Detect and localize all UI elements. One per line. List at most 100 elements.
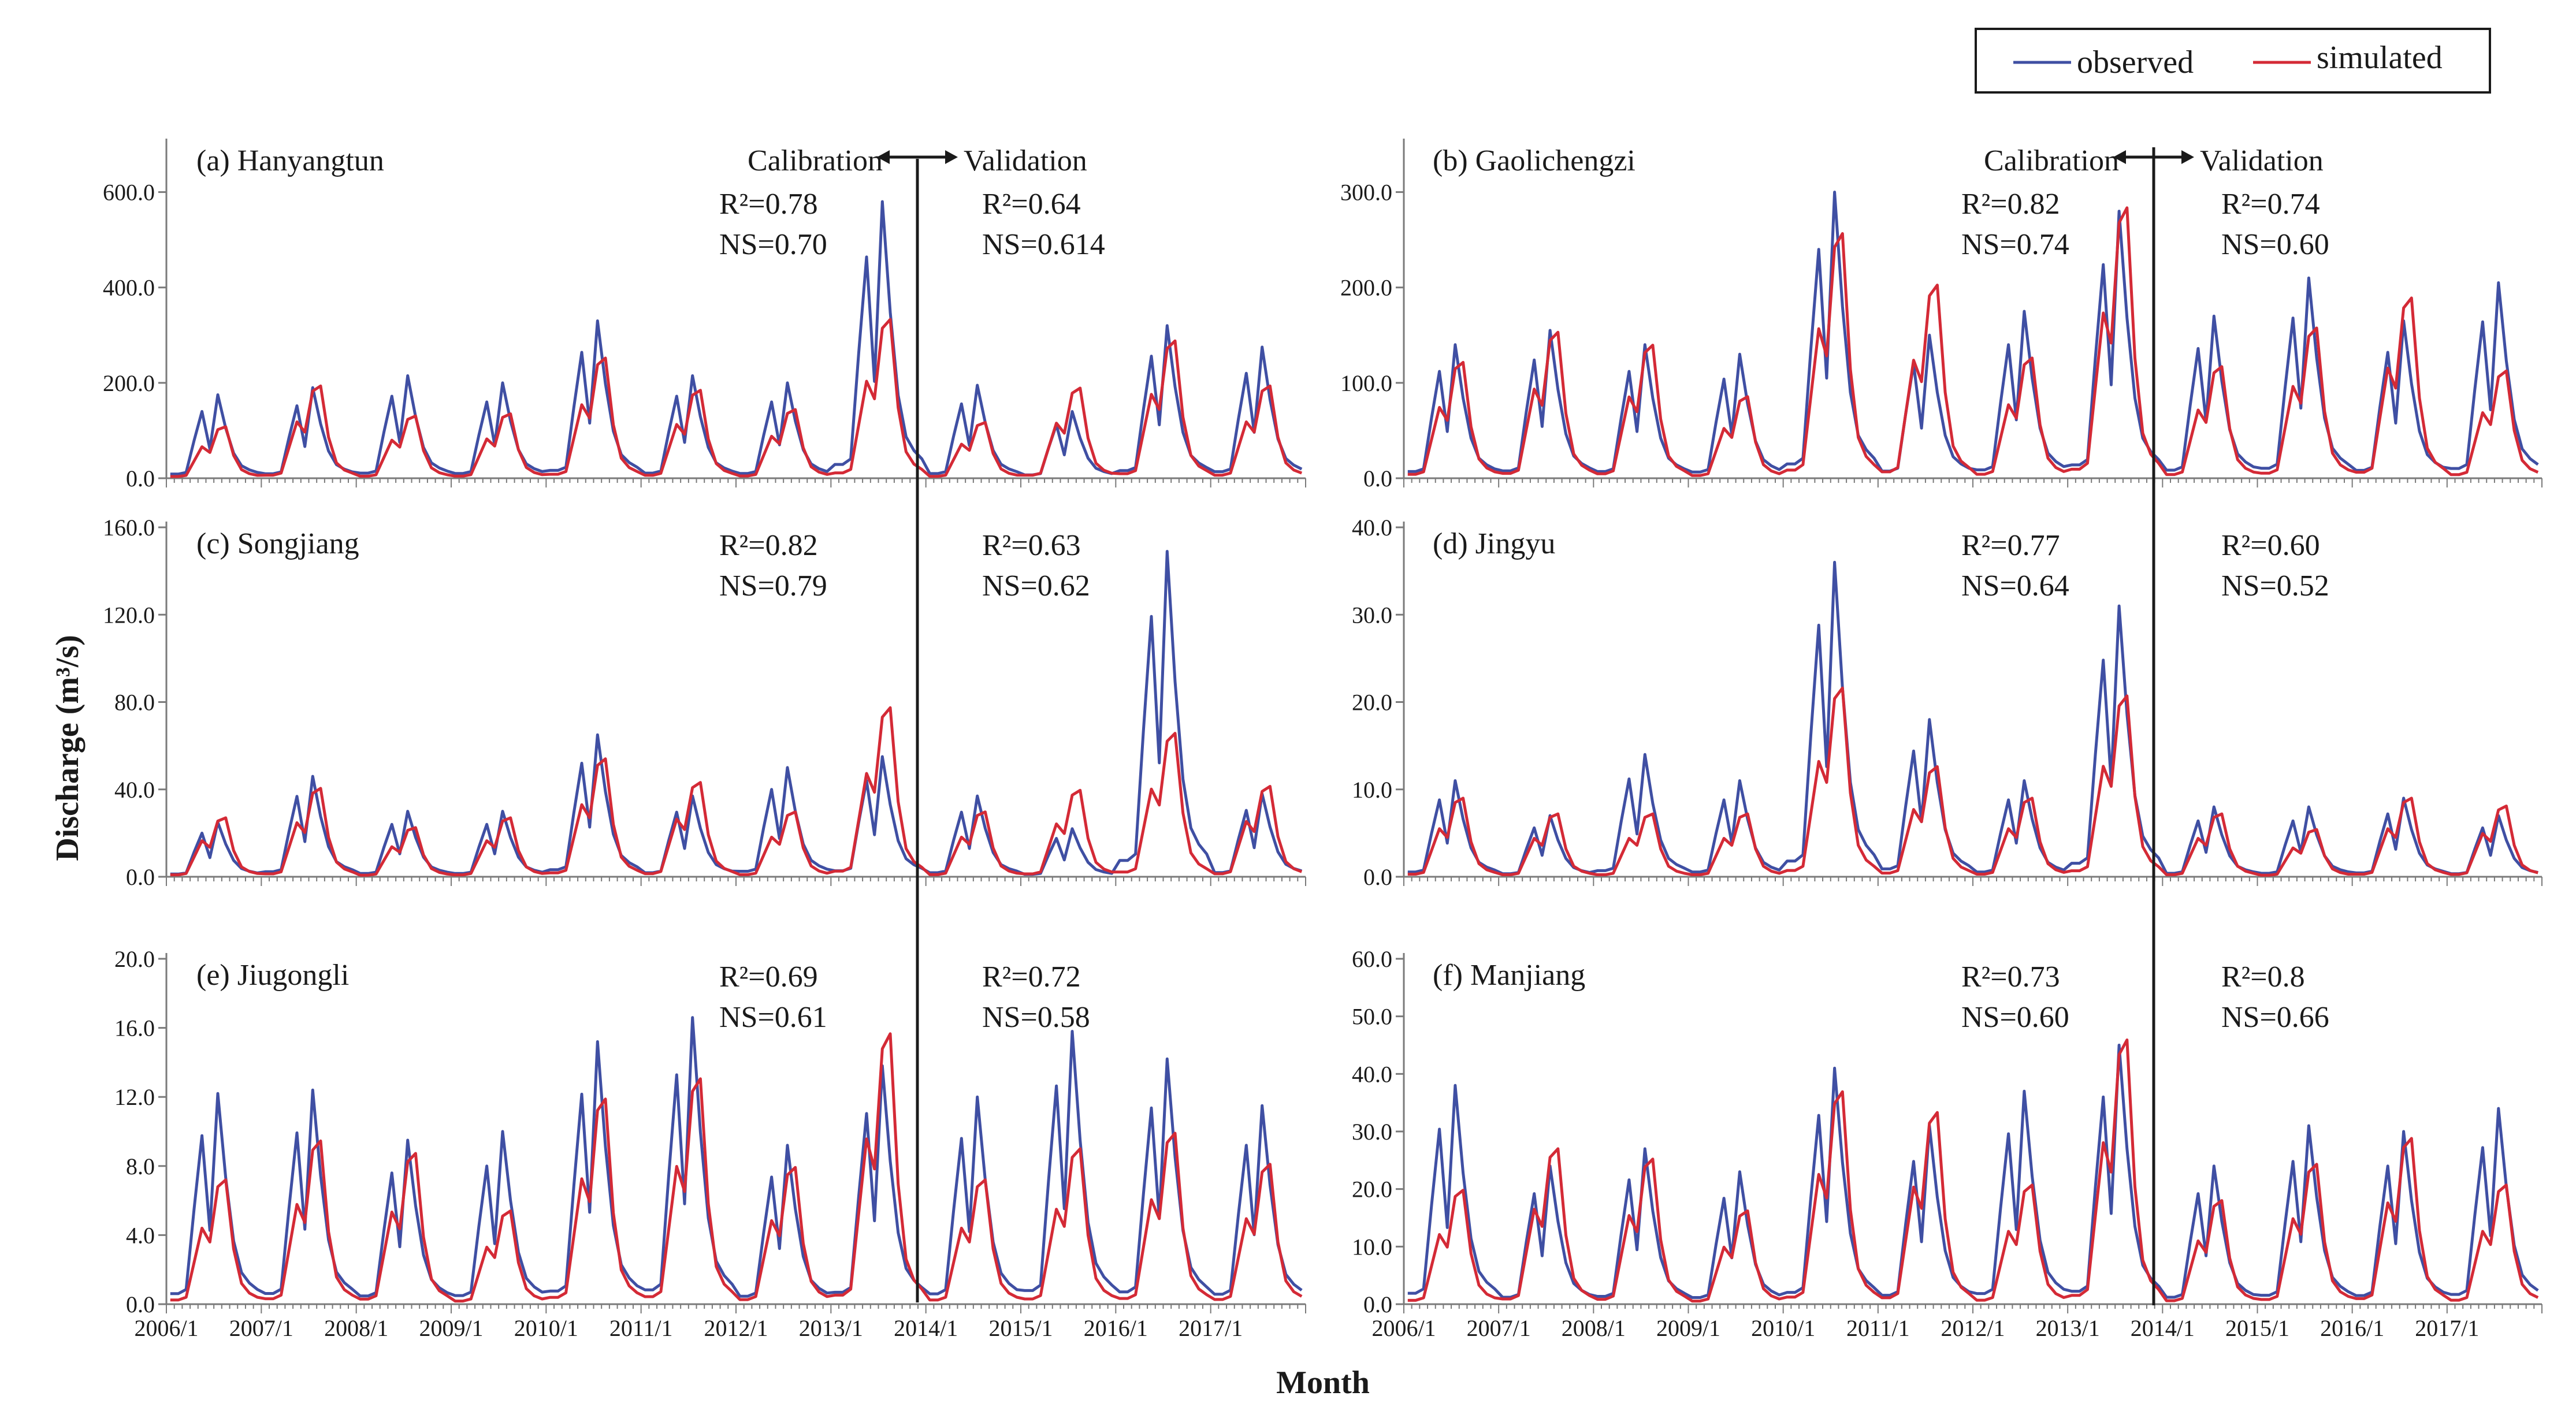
y-tick-label: 0.0: [1363, 1291, 1392, 1317]
calibration-r2: R²=0.69: [719, 961, 818, 993]
calibration-r2: R²=0.82: [719, 529, 818, 562]
validation-label: Validation: [964, 144, 1087, 177]
y-tick-label: 10.0: [1352, 777, 1392, 803]
validation-ns: NS=0.66: [2221, 1001, 2329, 1034]
y-axis-title: Discharge (m³/s): [50, 635, 86, 861]
panel-title: (d) Jingyu: [1433, 527, 1555, 560]
calibration-ns: NS=0.74: [1961, 228, 2069, 261]
x-tick-label: 2015/1: [988, 1315, 1053, 1341]
y-tick-label: 40.0: [1352, 1061, 1392, 1087]
legend-observed-label: observed: [2077, 44, 2194, 80]
x-tick-label: 2012/1: [1941, 1315, 2005, 1341]
legend-simulated-label: simulated: [2317, 40, 2443, 76]
y-tick-label: 20.0: [1352, 1177, 1392, 1203]
x-tick-label: 2013/1: [2036, 1315, 2100, 1341]
x-tick-label: 2010/1: [514, 1315, 578, 1341]
y-tick-label: 12.0: [114, 1084, 155, 1110]
y-tick-label: 10.0: [1352, 1234, 1392, 1260]
y-tick-label: 120.0: [103, 602, 155, 628]
calibration-r2: R²=0.78: [719, 188, 818, 221]
x-tick-label: 2014/1: [894, 1315, 958, 1341]
calibration-ns: NS=0.60: [1961, 1001, 2069, 1034]
y-tick-label: 0.0: [126, 864, 155, 890]
validation-ns: NS=0.62: [982, 569, 1090, 602]
x-tick-label: 2008/1: [1562, 1315, 1626, 1341]
y-tick-label: 80.0: [114, 690, 155, 716]
x-tick-label: 2011/1: [609, 1315, 673, 1341]
validation-r2: R²=0.74: [2221, 188, 2320, 221]
series-simulated-line: [1407, 206, 2539, 477]
validation-r2: R²=0.60: [2221, 529, 2320, 562]
panel-title: (e) Jiugongli: [196, 959, 349, 992]
x-tick-label: 2015/1: [2225, 1315, 2289, 1341]
calibration-ns: NS=0.79: [719, 569, 827, 602]
validation-label: Validation: [2200, 144, 2324, 177]
y-tick-label: 50.0: [1352, 1004, 1392, 1030]
y-tick-label: 100.0: [1340, 370, 1392, 396]
series-simulated-line: [170, 318, 1303, 478]
x-tick-label: 2010/1: [1751, 1315, 1815, 1341]
y-tick-label: 600.0: [103, 180, 155, 206]
y-tick-label: 20.0: [114, 946, 155, 972]
validation-r2: R²=0.8: [2221, 961, 2305, 993]
x-tick-label: 2016/1: [1084, 1315, 1148, 1341]
validation-r2: R²=0.72: [982, 961, 1081, 993]
panel-title: (f) Manjiang: [1433, 959, 1585, 992]
y-tick-label: 40.0: [114, 777, 155, 803]
arrow-right-head: [2181, 150, 2194, 164]
validation-ns: NS=0.58: [982, 1001, 1090, 1034]
validation-r2: R²=0.64: [982, 188, 1081, 221]
y-tick-label: 200.0: [1340, 275, 1392, 301]
y-tick-label: 400.0: [103, 275, 155, 301]
series-simulated-line: [170, 1032, 1303, 1303]
y-tick-label: 60.0: [1352, 946, 1392, 972]
y-tick-label: 0.0: [126, 1291, 155, 1317]
panel-2: 0.0 100.0 200.0 300.0 (b) Gaolichengzi R²=0.8…: [1340, 139, 2542, 492]
x-tick-label: 2012/1: [704, 1315, 768, 1341]
x-tick-label: 2008/1: [324, 1315, 388, 1341]
y-tick-label: 30.0: [1352, 1119, 1392, 1145]
series-observed-line: [1407, 561, 2538, 876]
validation-ns: NS=0.60: [2221, 228, 2329, 261]
legend-box: [1975, 28, 2491, 94]
y-tick-label: 8.0: [126, 1153, 155, 1179]
x-tick-label: 2009/1: [1656, 1315, 1720, 1341]
y-tick-label: 40.0: [1352, 515, 1392, 541]
validation-ns: NS=0.52: [2221, 569, 2329, 602]
x-tick-label: 2017/1: [2415, 1315, 2479, 1341]
y-tick-label: 200.0: [103, 370, 155, 396]
x-tick-label: 2009/1: [419, 1315, 483, 1341]
legend: observed simulated: [1975, 28, 2491, 94]
y-tick-label: 160.0: [103, 515, 155, 541]
calibration-ns: NS=0.64: [1961, 569, 2069, 602]
y-tick-label: 4.0: [126, 1222, 155, 1248]
calibration-r2: R²=0.82: [1961, 188, 2060, 221]
calibration-label: Calibration: [1984, 144, 2119, 177]
panel-1: 0.0 200.0 400.0 600.0 (a) Hanyangtun R²=0.78 N…: [103, 139, 1306, 492]
validation-ns: NS=0.614: [982, 228, 1105, 261]
x-tick-label: 2013/1: [799, 1315, 863, 1341]
y-tick-label: 0.0: [126, 466, 155, 492]
panels: 0.0 200.0 400.0 600.0 (a) Hanyangtun R²=0.78 N…: [103, 139, 2542, 1341]
series-simulated-line: [1407, 1038, 2539, 1303]
panel-5: 0.0 4.0 8.0 12.0 16.0 20.0 2006/1 2007/1 2008/1 2…: [114, 946, 1306, 1341]
x-axis-title: Month: [1276, 1365, 1370, 1401]
panel-title: (b) Gaolichengzi: [1433, 144, 1635, 177]
panel-3: 0.0 40.0 80.0 120.0 160.0 (c) Songjiang R²=0.8…: [103, 515, 1306, 890]
series-simulated-line: [1407, 686, 2538, 877]
panel-6: 0.0 10.0 20.0 30.0 40.0 50.0 60.0 2006/1 2007/1 2…: [1352, 946, 2542, 1341]
x-tick-label: 2011/1: [1846, 1315, 1910, 1341]
x-tick-label: 2006/1: [134, 1315, 198, 1341]
x-tick-label: 2007/1: [229, 1315, 293, 1341]
y-tick-label: 16.0: [114, 1015, 155, 1041]
series-observed-line: [1407, 1044, 2539, 1299]
validation-r2: R²=0.63: [982, 529, 1081, 562]
series-observed-line: [170, 1016, 1303, 1298]
panel-title: (c) Songjiang: [196, 527, 359, 560]
x-tick-label: 2014/1: [2131, 1315, 2195, 1341]
arrow-left-head: [877, 150, 890, 164]
panel-4: 0.0 10.0 20.0 30.0 40.0 (d) Jingyu R²=0.77 NS=0…: [1352, 515, 2542, 890]
y-tick-label: 30.0: [1352, 602, 1392, 628]
calibration-label: Calibration: [748, 144, 883, 177]
